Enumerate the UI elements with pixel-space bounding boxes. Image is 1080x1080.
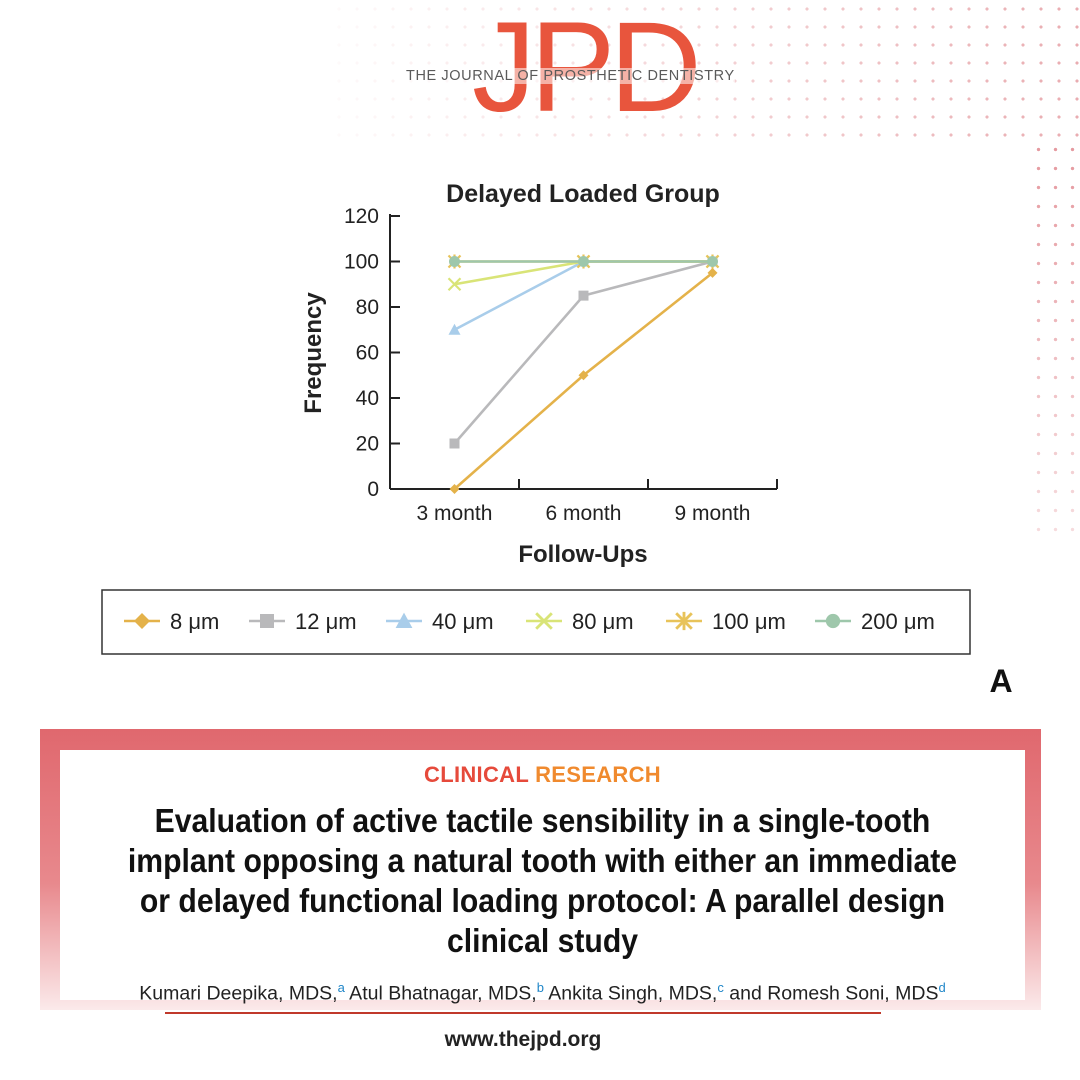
- author-name: Atul Bhatnagar, MDS,: [344, 982, 537, 1005]
- series-line: [453, 260, 713, 445]
- category-clinical: CLINICAL: [424, 762, 529, 787]
- legend-marker: [260, 614, 274, 628]
- legend-item: 8 μm: [124, 609, 219, 634]
- x-tick-label: 3 month: [417, 502, 493, 525]
- y-tick-label: 60: [356, 342, 379, 365]
- author-affiliation: b: [536, 980, 544, 995]
- data-point: [578, 370, 589, 381]
- y-tick-label: 40: [356, 387, 379, 410]
- x-tick-label: 6 month: [546, 502, 622, 525]
- data-point: [707, 256, 718, 267]
- legend-marker: [395, 612, 413, 628]
- legend-marker: [535, 612, 553, 630]
- chart-legend: 8 μm 12 μm 40 μm 80 μm 100 μm 200 μm: [124, 609, 935, 634]
- legend-item: 40 μm: [386, 609, 494, 634]
- legend-label: 8 μm: [170, 609, 219, 634]
- series-line: [453, 271, 714, 490]
- divider-rule: [165, 1012, 881, 1014]
- data-point: [449, 484, 460, 494]
- legend-item: 80 μm: [526, 609, 634, 634]
- chart-axes: 0 20 40 60 80 100 120 3 month 6 month 9 month: [344, 205, 778, 525]
- series-5: [449, 256, 718, 267]
- author-affiliation: a: [337, 980, 345, 995]
- author-name: and Romesh Soni, MDS: [723, 982, 939, 1005]
- legend-marker-shape: [535, 612, 553, 630]
- data-point: [707, 267, 718, 278]
- data-point: [449, 256, 460, 267]
- series-0: [449, 267, 718, 494]
- legend-marker-shape: [675, 611, 693, 631]
- logo-subtitle: THE JOURNAL OF PROSTHETIC DENTISTRY: [406, 68, 735, 84]
- data-point: [449, 438, 460, 449]
- data-point: [578, 256, 589, 267]
- legend-marker-shape: [260, 614, 274, 628]
- x-axis-label: Follow-Ups: [518, 541, 647, 568]
- logo-mark: JPD: [472, 0, 702, 139]
- article-card: CLINICAL RESEARCH Evaluation of active t…: [60, 750, 1025, 1005]
- legend-marker: [675, 611, 693, 631]
- author-affiliation: d: [938, 980, 946, 995]
- legend-marker: [825, 613, 841, 629]
- article-category: CLINICAL RESEARCH: [60, 762, 1025, 788]
- author-affiliation: c: [717, 980, 724, 995]
- legend-marker: [134, 613, 150, 629]
- legend-marker-shape: [395, 612, 413, 628]
- chart-title: Delayed Loaded Group: [446, 180, 720, 208]
- article-authors: Kumari Deepika, MDS,a Atul Bhatnagar, MD…: [60, 980, 1025, 1006]
- journal-logo: JPD THE JOURNAL OF PROSTHETIC DENTISTRY: [380, 4, 740, 132]
- y-tick-label: 20: [356, 433, 379, 456]
- legend-marker-shape: [134, 613, 150, 629]
- legend-label: 80 μm: [572, 609, 634, 634]
- y-tick-label: 80: [356, 296, 379, 319]
- logo-subtitle-text: THE JOURNAL OF PROSTHETIC DENTISTRY: [406, 68, 735, 84]
- data-point: [578, 290, 589, 301]
- y-tick-label: 100: [344, 251, 379, 274]
- author-name: Kumari Deepika, MDS,: [139, 982, 338, 1005]
- legend-item: 200 μm: [815, 609, 935, 634]
- y-tick-label: 0: [367, 478, 379, 501]
- legend-item: 100 μm: [666, 609, 786, 634]
- legend-label: 100 μm: [712, 609, 786, 634]
- data-point: [448, 323, 461, 335]
- chart-plot-area: [447, 254, 720, 494]
- legend-marker-shape: [825, 613, 841, 629]
- data-point: [447, 277, 462, 292]
- legend-label: 40 μm: [432, 609, 494, 634]
- author-name: Ankita Singh, MDS,: [543, 982, 718, 1005]
- y-axis-label: Frequency: [300, 292, 327, 414]
- website-link[interactable]: www.thejpd.org: [444, 1028, 602, 1051]
- article-title: Evaluation of active tactile sensibility…: [127, 803, 958, 960]
- panel-label: A: [989, 663, 1012, 699]
- x-tick-label: 9 month: [675, 502, 751, 525]
- legend-label: 12 μm: [295, 609, 357, 634]
- category-research: RESEARCH: [535, 762, 661, 787]
- legend-label: 200 μm: [861, 609, 935, 634]
- y-tick-label: 120: [344, 205, 379, 228]
- legend-item: 12 μm: [249, 609, 357, 634]
- series-1: [449, 256, 718, 449]
